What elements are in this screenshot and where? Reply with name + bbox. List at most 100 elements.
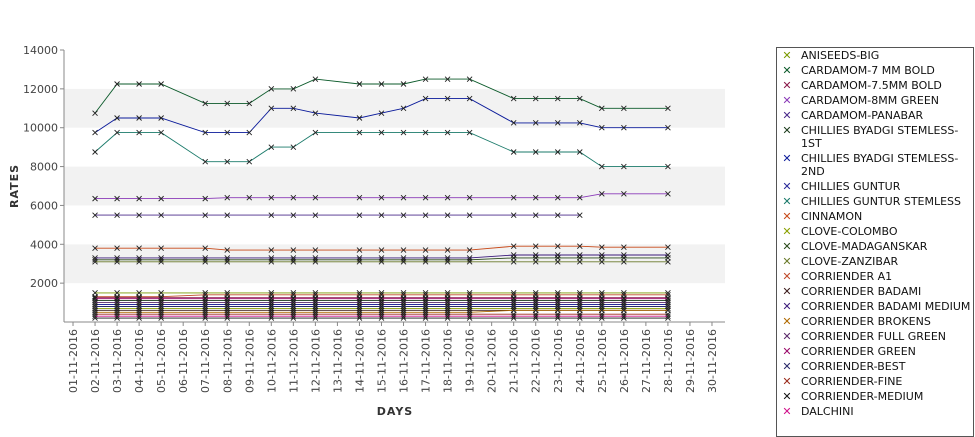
legend-label: CORRIENDER-FINE <box>801 375 903 388</box>
data-point <box>290 105 297 112</box>
data-point <box>532 313 539 319</box>
x-tick-label: 03-11-2016 <box>111 329 124 393</box>
grid-band <box>64 244 725 284</box>
data-point <box>268 303 275 310</box>
data-point <box>665 295 671 302</box>
data-point <box>466 255 473 261</box>
y-axis-title: RATES <box>8 164 21 208</box>
x-axis-ticks: 01-11-2016 02-11-2016 03-11-2016 04-11-2016… <box>67 322 719 393</box>
x-tick-label: 07-11-2016 <box>199 329 212 393</box>
legend-item: ✕ CORRIENDER-BEST <box>777 359 973 374</box>
data-point <box>554 194 561 201</box>
data-point <box>268 105 275 112</box>
data-point <box>621 303 627 310</box>
data-point <box>114 115 120 121</box>
data-point <box>312 247 319 253</box>
legend-label: CLOVE-COLOMBO <box>801 225 898 238</box>
legend-label: DALCHINI <box>801 405 854 418</box>
data-point <box>576 313 583 319</box>
data-point <box>510 303 517 310</box>
data-point <box>224 158 231 165</box>
data-point <box>290 194 297 201</box>
data-point <box>444 295 451 302</box>
x-tick-label: 09-11-2016 <box>243 329 256 393</box>
data-point <box>224 129 231 136</box>
data-point <box>136 245 142 251</box>
data-point <box>444 303 451 310</box>
data-point <box>554 120 561 126</box>
data-point <box>378 247 385 253</box>
legend-marker-icon: ✕ <box>782 330 792 343</box>
data-point <box>444 313 451 319</box>
data-point <box>356 212 363 218</box>
data-point <box>114 245 120 251</box>
data-point <box>312 313 319 319</box>
legend-item: ✕ CORRIENDER FULL GREEN <box>777 329 973 344</box>
data-point <box>444 194 451 201</box>
data-point <box>136 129 142 136</box>
data-point <box>312 303 319 310</box>
legend-item: ✕ CARDAMOM-8MM GREEN <box>777 93 973 108</box>
legend-marker-icon: ✕ <box>782 360 792 373</box>
legend-label: CORRIENDER BADAMI MEDIUM <box>801 300 971 313</box>
y-tick-label: 12000 <box>23 83 58 96</box>
x-axis-title: DAYS <box>377 405 413 418</box>
data-point <box>136 81 142 87</box>
data-point <box>532 295 539 302</box>
legend-label: CARDAMOM-PANABAR <box>801 109 924 122</box>
data-point <box>356 313 363 319</box>
data-point <box>422 76 429 82</box>
data-point <box>576 303 583 310</box>
data-point <box>576 212 583 218</box>
data-point <box>378 313 385 319</box>
series-line <box>92 95 671 136</box>
data-point <box>290 212 297 218</box>
data-point <box>532 258 539 265</box>
data-point <box>554 95 561 102</box>
y-axis-ticks: 14000 12000 10000 8000 6000 4000 2000 <box>23 44 64 290</box>
data-point <box>114 129 120 136</box>
data-point <box>224 194 231 201</box>
series-path <box>95 309 668 313</box>
y-tick-label: 8000 <box>30 161 58 174</box>
legend-label: CHILLIES BYADGI STEMLESS-2ND <box>801 152 959 178</box>
data-point <box>356 115 363 121</box>
x-tick-label: 13-11-2016 <box>331 329 344 393</box>
data-point <box>202 195 209 202</box>
data-point <box>92 195 98 202</box>
data-point <box>136 313 142 319</box>
data-point <box>378 194 385 201</box>
x-tick-label: 23-11-2016 <box>552 329 565 393</box>
data-point <box>378 81 385 87</box>
legend-marker-icon: ✕ <box>782 195 792 208</box>
legend-marker-icon: ✕ <box>782 270 792 283</box>
data-point <box>246 194 253 201</box>
data-point <box>466 76 473 82</box>
legend-marker-icon: ✕ <box>782 405 792 418</box>
legend-marker-icon: ✕ <box>782 255 792 268</box>
x-tick-label: 11-11-2016 <box>287 329 300 393</box>
x-tick-label: 28-11-2016 <box>662 329 675 393</box>
data-point <box>466 295 473 302</box>
data-point <box>202 158 209 165</box>
data-point <box>268 313 275 319</box>
data-point <box>532 212 539 218</box>
data-point <box>92 313 98 319</box>
data-point <box>422 255 429 261</box>
series-line <box>92 129 671 170</box>
data-point <box>114 81 120 87</box>
data-point <box>621 258 627 265</box>
data-point <box>92 255 98 261</box>
data-point <box>598 105 605 112</box>
legend-marker-icon: ✕ <box>782 390 792 403</box>
x-tick-label: 22-11-2016 <box>530 329 543 393</box>
legend-label: CORRIENDER FULL GREEN <box>801 330 947 343</box>
legend-item: ✕ CORRIENDER BADAMI <box>777 284 973 299</box>
data-point <box>554 313 561 319</box>
legend-item: ✕ CLOVE-ZANZIBAR <box>777 254 973 269</box>
legend-marker-icon: ✕ <box>782 94 792 107</box>
data-point <box>466 303 473 310</box>
legend-label: CARDAMOM-7.5MM BOLD <box>801 79 942 92</box>
legend-marker-icon: ✕ <box>782 79 792 92</box>
data-point <box>92 295 98 302</box>
